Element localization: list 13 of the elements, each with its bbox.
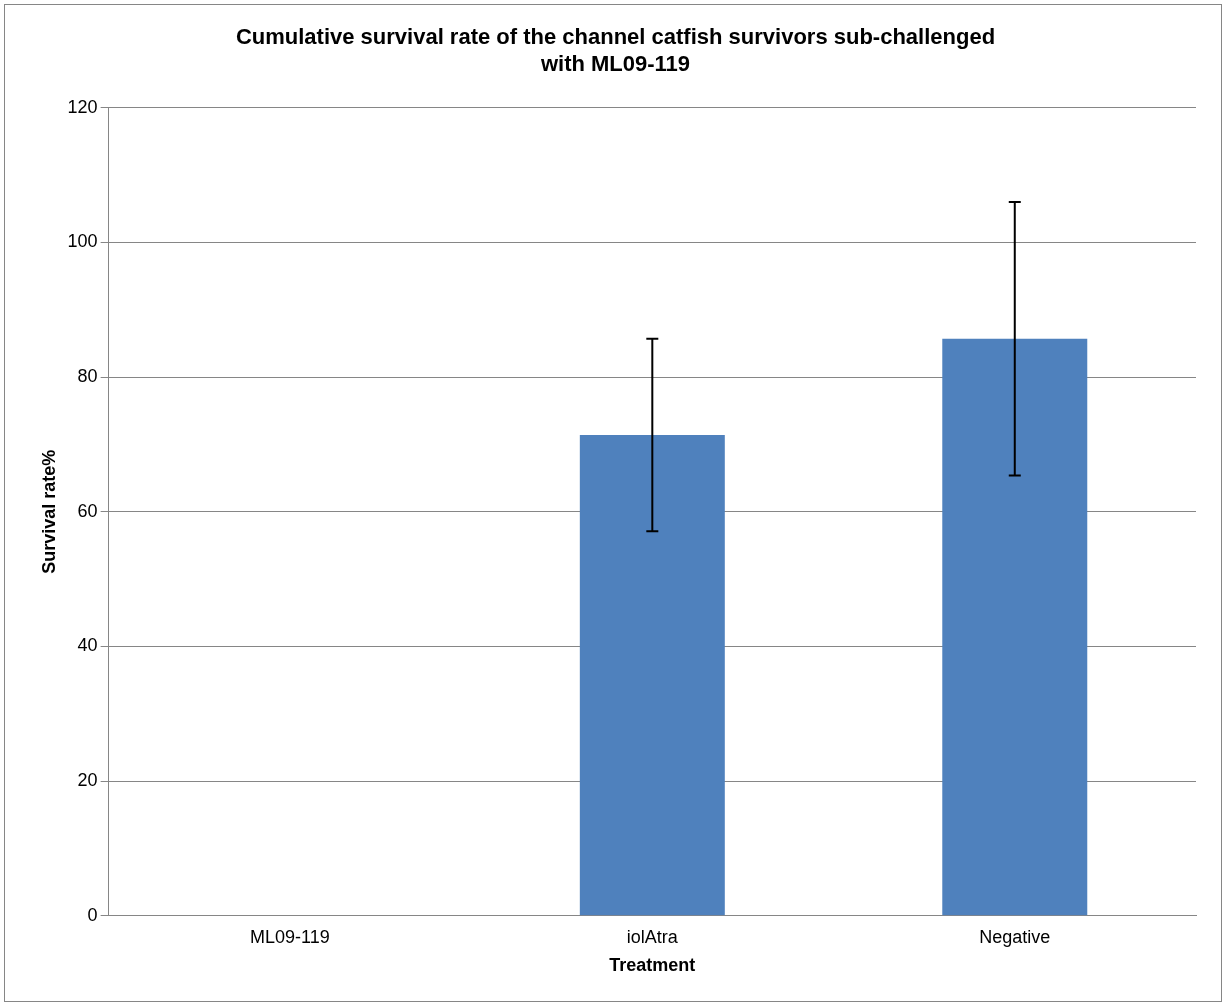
y-axis-title: Survival rate% — [38, 449, 59, 574]
y-tick-label: 120 — [67, 96, 98, 117]
y-tick-label: 60 — [77, 500, 98, 521]
y-tick-label: 40 — [77, 635, 98, 656]
x-tick-label: Negative — [979, 926, 1051, 947]
y-tick-label: 80 — [77, 366, 98, 387]
x-tick-label: ML09-119 — [250, 926, 330, 947]
x-tick-label: iolAtra — [626, 926, 679, 947]
y-tick-label: 20 — [77, 770, 98, 791]
y-tick-label: 100 — [67, 231, 98, 252]
y-tick-label: 0 — [87, 904, 98, 925]
x-axis-title: Treatment — [609, 955, 696, 976]
chart-title: Cumulative survival rate of the channel catfish survivors sub-challenged with ML09-119 — [235, 24, 996, 76]
